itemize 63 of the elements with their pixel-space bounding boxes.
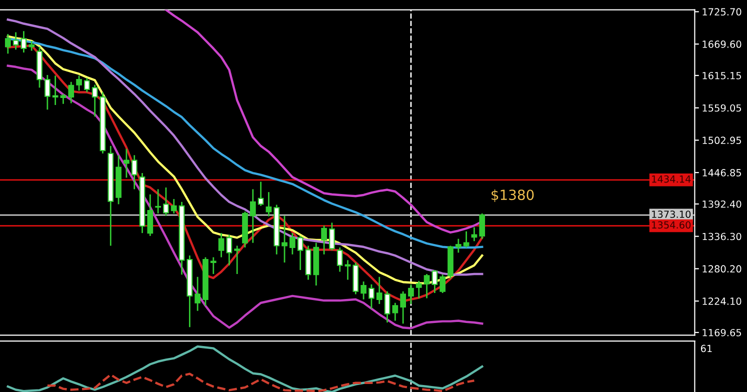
candlestick bbox=[455, 238, 462, 254]
candlestick bbox=[440, 274, 446, 294]
candlestick bbox=[336, 246, 343, 272]
line-series bbox=[6, 64, 484, 330]
candlestick bbox=[424, 273, 430, 299]
candlestick bbox=[12, 32, 19, 50]
candlestick bbox=[92, 84, 98, 118]
ref-line-label: 1373.10 bbox=[652, 210, 691, 218]
candlestick bbox=[290, 232, 296, 256]
candlestick bbox=[68, 81, 74, 104]
candlestick bbox=[170, 198, 177, 214]
y-tick-label: 1669.60 bbox=[702, 40, 742, 48]
candlestick bbox=[258, 181, 264, 207]
candlestick bbox=[392, 302, 398, 322]
ref-line-label: 1434.14 bbox=[652, 175, 691, 183]
candlestick bbox=[234, 245, 240, 275]
candlestick bbox=[368, 284, 374, 310]
y-tick-label: 1280.20 bbox=[702, 265, 742, 273]
candlestick bbox=[60, 93, 66, 105]
candlestick bbox=[384, 290, 390, 324]
candlestick bbox=[400, 290, 406, 324]
candlestick bbox=[131, 154, 138, 190]
candlestick bbox=[20, 30, 27, 54]
y-tick-label: 1559.05 bbox=[702, 104, 742, 112]
candlestick bbox=[52, 74, 58, 106]
candlestick bbox=[84, 77, 90, 93]
candlestick bbox=[124, 148, 130, 178]
candlestick bbox=[463, 230, 470, 248]
y-tick-label: 1224.10 bbox=[702, 298, 742, 305]
y-tick-label: 1502.95 bbox=[702, 136, 742, 144]
candlestick bbox=[163, 186, 169, 216]
candlestick bbox=[155, 188, 161, 214]
y-tick-label: 1725.70 bbox=[702, 8, 742, 16]
candlestick bbox=[28, 40, 35, 52]
text: 61 bbox=[700, 344, 712, 352]
candlestick bbox=[321, 224, 327, 256]
candlestick bbox=[344, 259, 351, 280]
candlestick bbox=[250, 188, 256, 244]
candlestick bbox=[226, 234, 232, 266]
candlestick bbox=[282, 215, 288, 264]
annotation: $1380 bbox=[492, 189, 534, 202]
candlestick bbox=[266, 191, 272, 218]
candlestick bbox=[376, 276, 382, 305]
candlestick bbox=[471, 226, 478, 242]
candlestick bbox=[329, 222, 335, 252]
candlestick bbox=[76, 74, 82, 92]
ref-line-label: 1354.60 bbox=[652, 221, 691, 229]
y-tick-label: 1169.65 bbox=[702, 328, 742, 336]
candlestick bbox=[432, 269, 438, 294]
candlestick bbox=[360, 280, 366, 300]
candlestick bbox=[44, 74, 50, 110]
candlestick bbox=[210, 256, 216, 275]
candlestick bbox=[218, 232, 224, 258]
candlestick bbox=[4, 33, 11, 54]
y-tick-label: 1392.40 bbox=[702, 200, 742, 208]
candlestick bbox=[194, 276, 201, 312]
candlestick bbox=[297, 235, 304, 271]
y-tick-label: 1615.15 bbox=[702, 72, 742, 80]
candlestick bbox=[147, 194, 154, 237]
y-tick-label: 1336.30 bbox=[702, 232, 742, 240]
candlestick bbox=[479, 212, 486, 240]
y-tick-label: 1446.85 bbox=[702, 169, 742, 176]
candlestick bbox=[416, 280, 422, 299]
